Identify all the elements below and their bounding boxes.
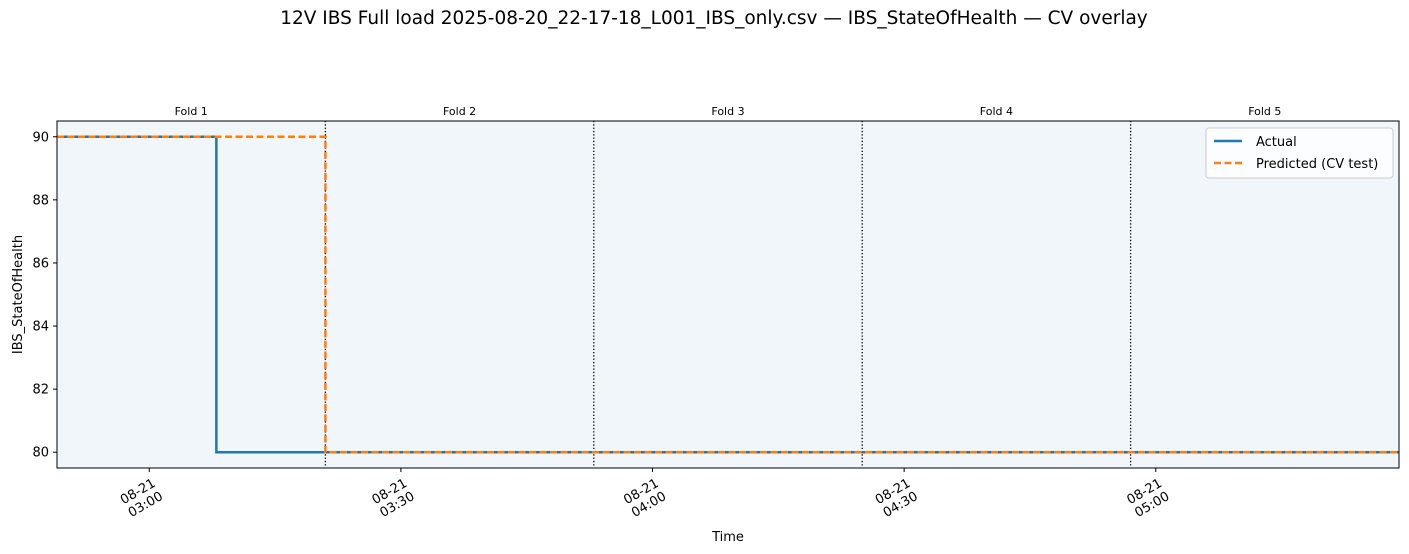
series-line-predicted — [57, 135, 1399, 454]
legend-label-actual: Actual — [1256, 135, 1297, 150]
fold-label: Fold 5 — [1248, 105, 1281, 118]
y-axis: 80 82 84 86 88 90 — [32, 130, 57, 461]
fold-labels: Fold 1 Fold 2 Fold 3 Fold 4 Fold 5 — [175, 105, 1282, 118]
legend-box — [1205, 127, 1394, 179]
plot-frame — [56, 120, 1400, 469]
y-tick-label: 86 — [32, 256, 49, 271]
x-axis-label: Time — [711, 530, 744, 545]
y-tick-label: 82 — [32, 383, 49, 398]
fold-label: Fold 4 — [980, 105, 1013, 118]
legend: Actual Predicted (CV test) — [1205, 127, 1394, 179]
fold-label: Fold 1 — [175, 105, 208, 118]
fold-label: Fold 3 — [711, 105, 744, 118]
y-tick-label: 90 — [32, 130, 49, 145]
chart-title: 12V IBS Full load 2025-08-20_22-17-18_L0… — [280, 8, 1148, 29]
fold-label: Fold 2 — [443, 105, 476, 118]
series-layer — [57, 135, 1399, 454]
y-tick-label: 88 — [32, 193, 49, 208]
y-axis-label: IBS_StateOfHealth — [11, 235, 26, 354]
legend-label-predicted: Predicted (CV test) — [1256, 157, 1378, 172]
y-tick-label: 84 — [32, 320, 49, 335]
plot-background — [57, 121, 1399, 468]
y-tick-label: 80 — [32, 446, 49, 461]
